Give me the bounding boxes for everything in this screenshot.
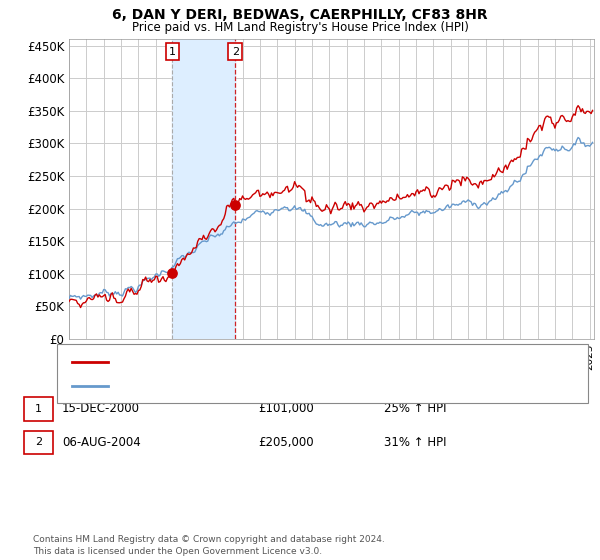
- Text: 1: 1: [169, 46, 176, 57]
- Point: [167, 269, 177, 278]
- Text: 2: 2: [35, 437, 42, 447]
- Text: £101,000: £101,000: [258, 402, 314, 416]
- Bar: [172, 39, 235, 339]
- Text: 2: 2: [232, 46, 239, 57]
- Text: £205,000: £205,000: [258, 436, 314, 449]
- Point: [230, 201, 240, 210]
- Text: 06-AUG-2004: 06-AUG-2004: [62, 436, 140, 449]
- Text: HPI: Average price, detached house, Caerphilly: HPI: Average price, detached house, Caer…: [114, 380, 371, 390]
- Text: 1: 1: [35, 404, 42, 414]
- Text: 25% ↑ HPI: 25% ↑ HPI: [384, 402, 446, 416]
- Text: 31% ↑ HPI: 31% ↑ HPI: [384, 436, 446, 449]
- Text: Price paid vs. HM Land Registry's House Price Index (HPI): Price paid vs. HM Land Registry's House …: [131, 21, 469, 34]
- Text: Contains HM Land Registry data © Crown copyright and database right 2024.
This d: Contains HM Land Registry data © Crown c…: [33, 535, 385, 556]
- Text: 15-DEC-2000: 15-DEC-2000: [62, 402, 140, 416]
- Text: 6, DAN Y DERI, BEDWAS, CAERPHILLY, CF83 8HR: 6, DAN Y DERI, BEDWAS, CAERPHILLY, CF83 …: [112, 8, 488, 22]
- Text: 6, DAN Y DERI, BEDWAS, CAERPHILLY, CF83 8HR (detached house): 6, DAN Y DERI, BEDWAS, CAERPHILLY, CF83 …: [114, 357, 478, 367]
